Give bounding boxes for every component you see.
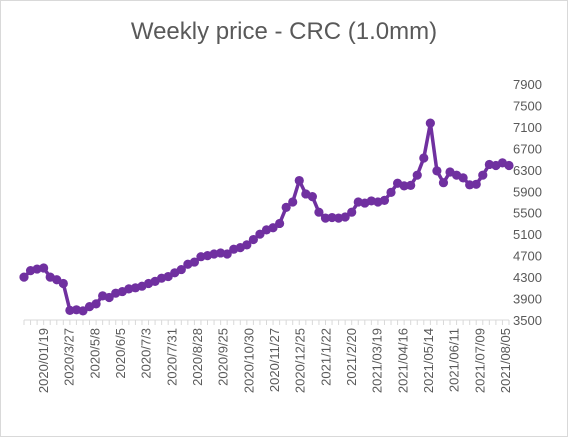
y-tick-label: 5500 [513,206,542,221]
data-point [327,212,337,223]
data-point [419,153,429,163]
y-tick-label: 5100 [513,227,542,242]
x-tick-label: 2021/05/14 [421,328,436,393]
data-point [255,229,265,239]
y-tick-label: 7100 [513,120,542,135]
data-point [275,218,285,229]
data-point [242,240,252,250]
data-point [248,234,258,245]
data-point [58,278,68,289]
data-point [288,197,298,207]
x-tick-label: 2021/08/05 [498,328,513,393]
y-tick-label: 6700 [513,141,542,156]
y-tick-label: 4700 [513,249,542,264]
x-tick-label: 2020/01/19 [36,328,51,393]
data-point [320,213,331,223]
data-point [347,207,357,217]
data-point [281,202,291,212]
x-tick-label: 2021/2/20 [344,328,359,386]
x-tick-label: 2020/6/5 [113,328,128,379]
data-point [471,179,481,189]
data-point [104,292,114,303]
data-point [432,166,442,176]
chart-title: Weekly price - CRC (1.0mm) [130,18,438,45]
x-tick-label: 2020/11/27 [267,328,282,392]
y-tick-label: 7500 [513,98,542,113]
x-tick-label: 2020/7/31 [164,328,179,386]
y-tick-label: 3500 [513,313,542,328]
y-tick-label: 7900 [513,77,542,92]
x-tick-label: 2020/8/28 [190,328,205,386]
data-point [425,118,435,128]
data-point [78,306,88,316]
data-point [399,181,409,191]
data-point [294,175,304,186]
data-point [412,170,422,180]
data-point [176,264,186,275]
data-point [458,173,468,183]
data-point [386,187,396,197]
x-tick-label: 2020/12/25 [293,328,308,393]
data-point [438,178,449,188]
data-point [222,249,232,259]
x-tick-label: 2021/1/22 [318,328,333,386]
y-tick-label: 4300 [513,270,542,285]
x-tick-label: 2020/3/27 [62,328,77,386]
x-tick-label: 2020/10/30 [241,328,256,393]
data-point [19,272,29,282]
series-line [22,121,511,313]
data-point [465,180,475,190]
y-tick-label: 6300 [513,163,542,178]
data-point [314,207,324,217]
data-point [65,305,75,315]
x-tick-label: 2020/9/25 [216,328,231,386]
y-tick-label: 5900 [513,184,542,199]
data-point [91,299,101,309]
y-tick-label: 3900 [513,292,542,307]
data-point [406,180,416,190]
x-tick-label: 2020/7/3 [139,328,154,379]
data-point [504,160,514,171]
data-point [340,212,350,222]
data-point [307,192,317,202]
x-tick-label: 2021/04/16 [395,328,410,393]
data-point [39,263,49,273]
x-tick-label: 2020/5/8 [87,328,102,379]
data-point [478,170,488,180]
x-tick-label: 2021/07/09 [472,328,487,393]
x-tick-label: 2021/06/11 [447,328,462,392]
data-point [189,257,200,267]
data-point [268,223,278,233]
data-point [379,195,390,205]
x-tick-label: 2021/03/19 [370,328,385,393]
